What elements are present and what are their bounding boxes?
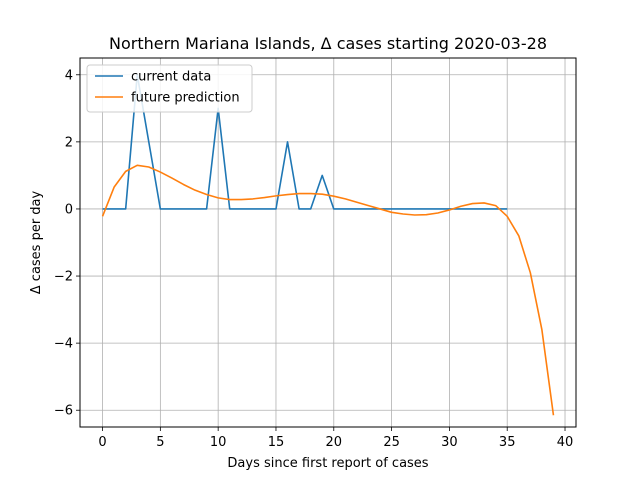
x-axis-label: Days since first report of cases xyxy=(227,456,428,471)
y-tick-label: 4 xyxy=(65,68,73,83)
x-tick-label: 30 xyxy=(441,435,458,450)
legend: current data future prediction xyxy=(86,64,253,113)
x-tick-label: 15 xyxy=(268,435,285,450)
series-layer xyxy=(101,73,555,416)
legend-label: current data xyxy=(131,70,211,85)
x-tick-label: 20 xyxy=(326,435,343,450)
grid xyxy=(80,58,576,427)
x-tick-label: 40 xyxy=(557,435,574,450)
y-tick-label: 0 xyxy=(65,202,73,217)
y-tick-label: 2 xyxy=(65,135,73,150)
y-axis-ticks: −6 −4 −2 0 2 4 xyxy=(54,68,80,419)
series-line-0 xyxy=(102,73,508,210)
series-line-1 xyxy=(101,164,555,416)
x-tick-label: 35 xyxy=(499,435,516,450)
y-tick-label: −2 xyxy=(54,270,73,285)
y-tick-label: −6 xyxy=(54,404,73,419)
legend-label: future prediction xyxy=(131,91,240,106)
plot-frame xyxy=(79,57,577,428)
x-tick-label: 5 xyxy=(156,435,164,450)
chart-title: Northern Mariana Islands, Δ cases starti… xyxy=(109,34,547,53)
x-tick-label: 10 xyxy=(210,435,227,450)
x-tick-label: 25 xyxy=(383,435,400,450)
x-axis-ticks: 0 5 10 15 20 25 30 35 40 xyxy=(98,427,573,450)
y-axis-label: Δ cases per day xyxy=(29,190,44,294)
y-tick-label: −4 xyxy=(54,337,73,352)
legend-box xyxy=(86,64,253,113)
x-tick-label: 0 xyxy=(98,435,106,450)
